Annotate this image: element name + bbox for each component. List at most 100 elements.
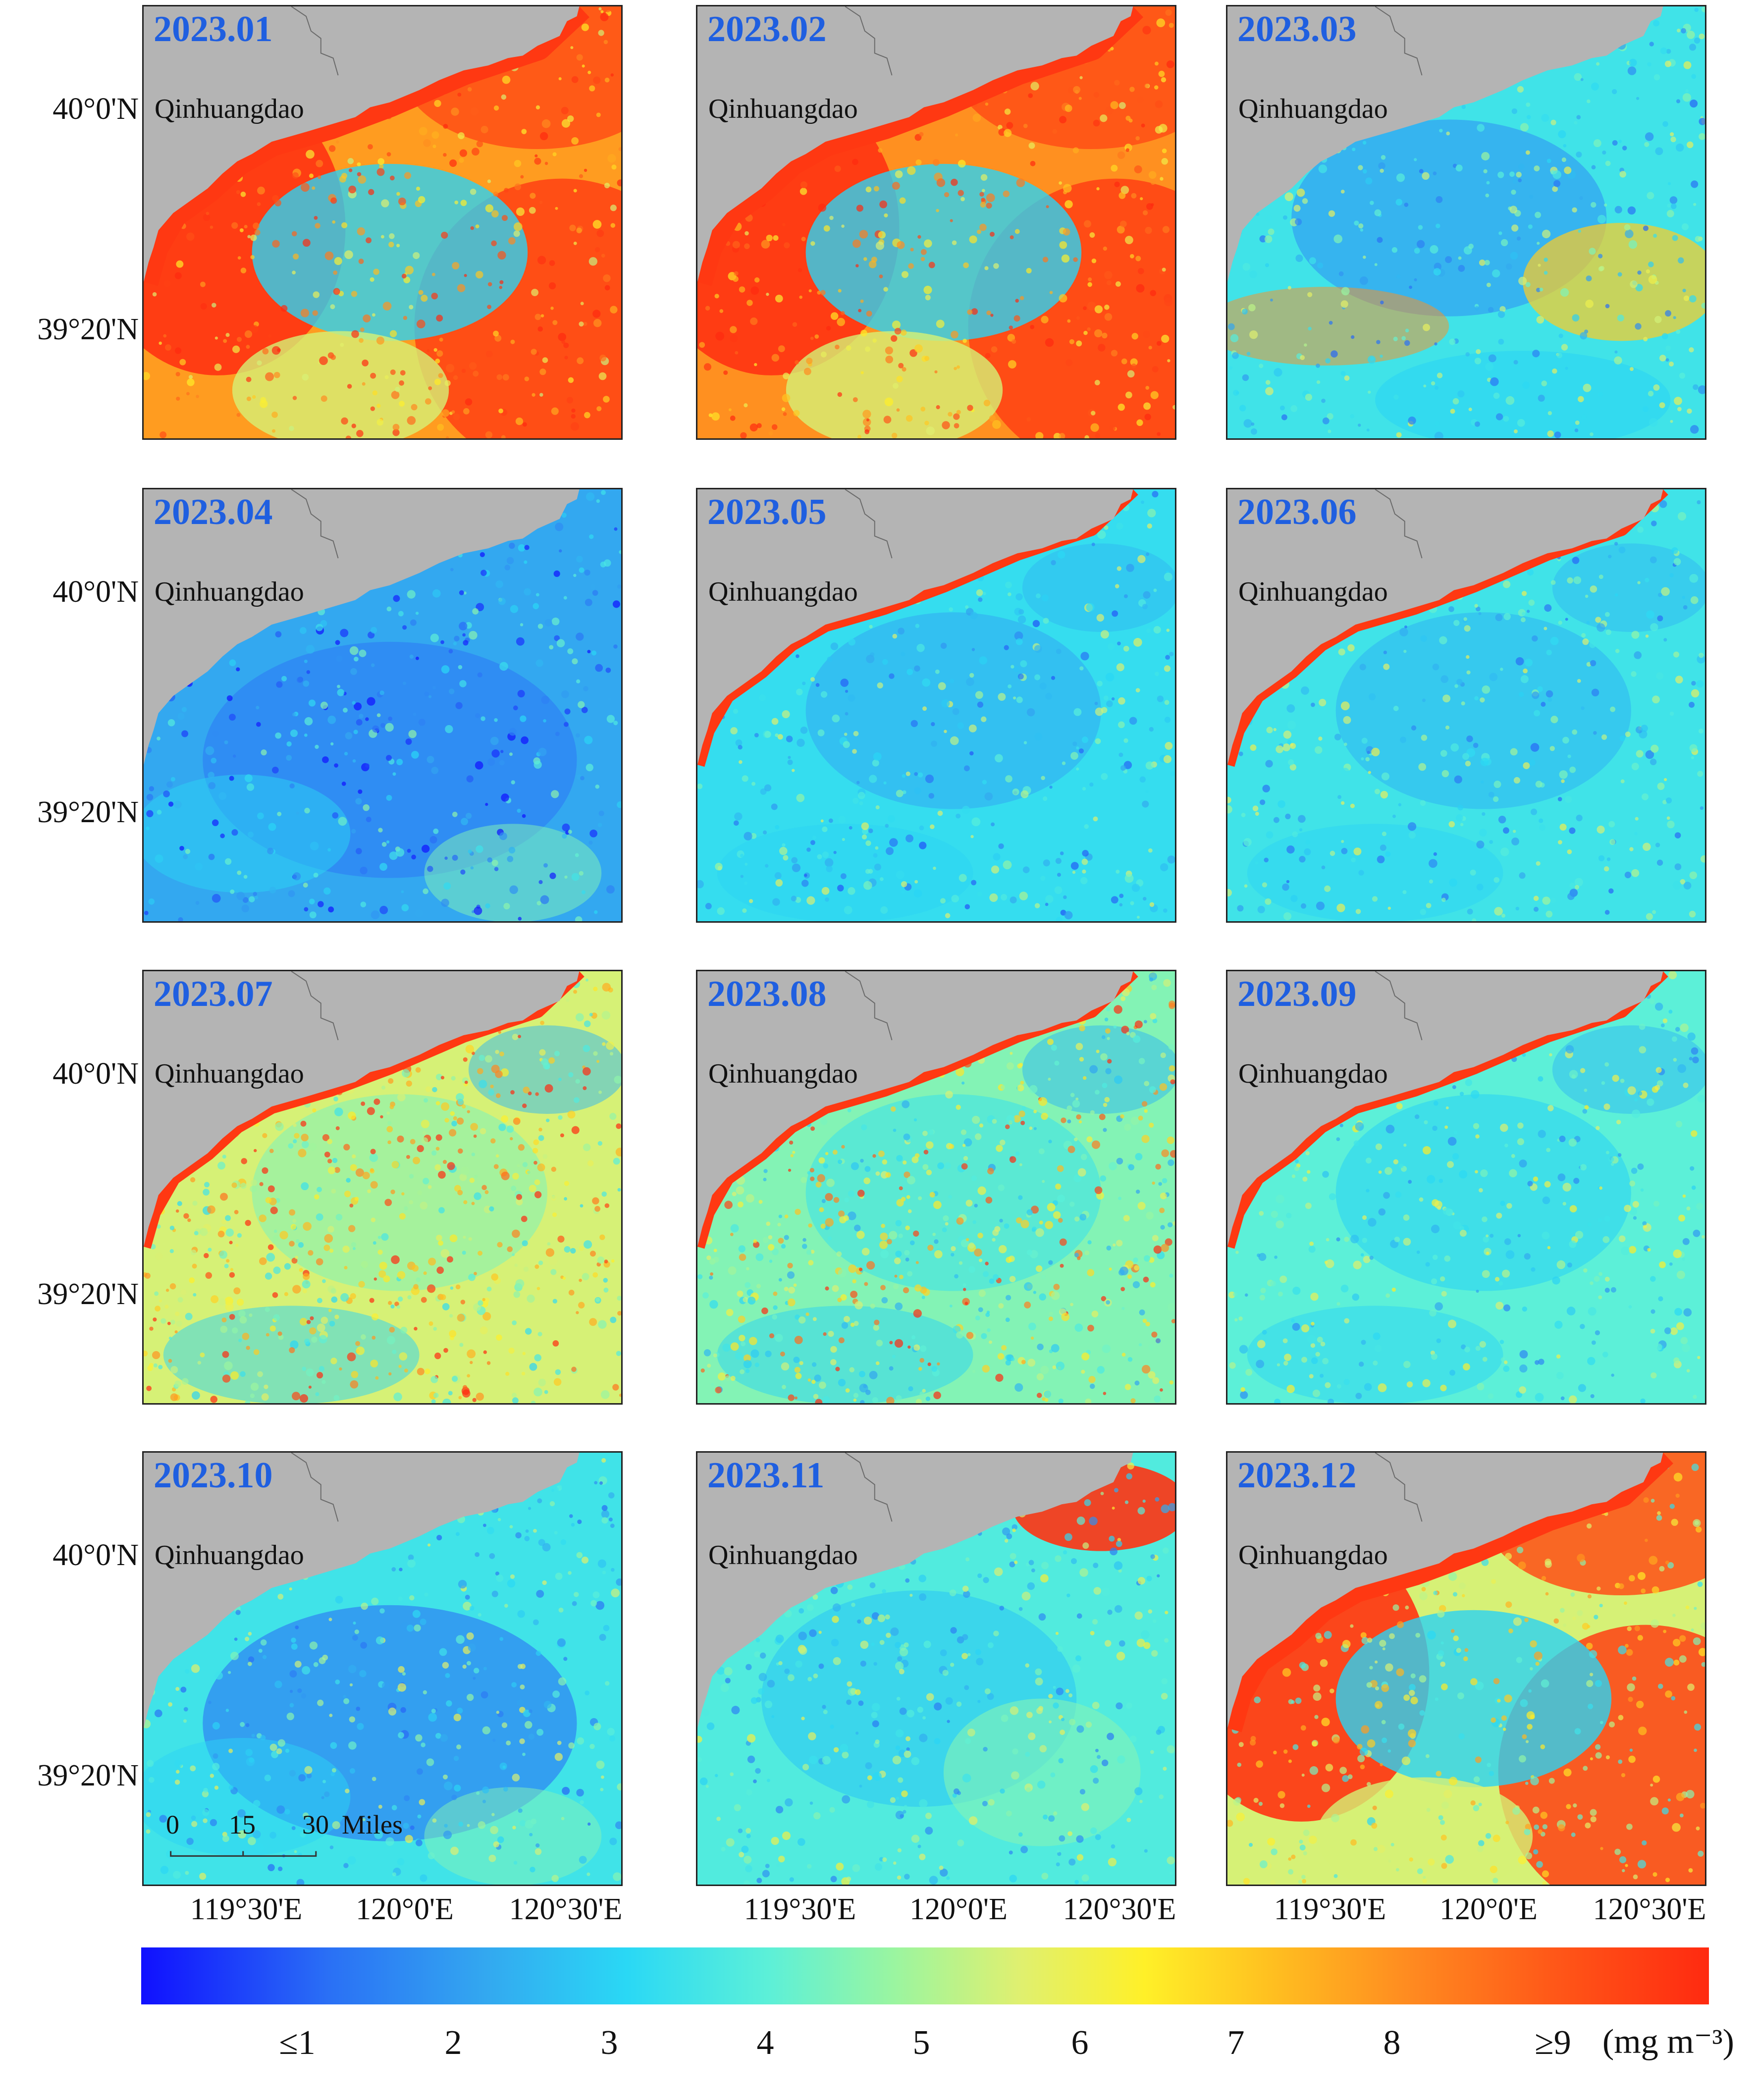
speckle [348, 185, 357, 194]
speckle [462, 1104, 466, 1109]
speckle [840, 1294, 847, 1301]
speckle [617, 584, 621, 589]
speckle [873, 1324, 880, 1331]
speckle [303, 1222, 312, 1231]
speckle [1114, 80, 1120, 86]
speckle [851, 1162, 859, 1170]
speckle [915, 1399, 922, 1403]
speckle [428, 1258, 436, 1266]
speckle [1057, 873, 1061, 877]
speckle [273, 371, 280, 378]
speckle [1605, 160, 1611, 166]
speckle [742, 908, 747, 913]
speckle [904, 1171, 910, 1178]
speckle [1109, 424, 1116, 431]
speckle [208, 1248, 212, 1252]
speckle [1439, 636, 1447, 644]
speckle [500, 750, 504, 753]
speckle [865, 869, 870, 874]
speckle [921, 1296, 925, 1300]
speckle [1536, 287, 1541, 292]
speckle [358, 789, 363, 794]
speckle [164, 344, 171, 351]
speckle [1628, 240, 1638, 249]
speckle [963, 1288, 966, 1291]
speckle [496, 1334, 502, 1341]
speckle [949, 607, 953, 612]
admin-border [845, 6, 893, 76]
speckle [344, 752, 348, 756]
speckle [1518, 163, 1525, 170]
speckle [1574, 73, 1582, 81]
speckle [561, 340, 566, 344]
speckle [874, 863, 881, 871]
speckle [1458, 264, 1465, 272]
speckle [584, 1240, 592, 1249]
speckle [1699, 117, 1705, 125]
speckle [509, 542, 515, 549]
speckle [1675, 676, 1683, 684]
speckle [319, 356, 328, 366]
speckle [1614, 356, 1622, 365]
speckle [1143, 896, 1147, 901]
speckle [1369, 693, 1376, 701]
speckle [1530, 743, 1540, 752]
speckle [355, 798, 362, 805]
speckle [796, 793, 805, 802]
speckle [426, 756, 434, 763]
speckle [225, 333, 230, 337]
speckle [1164, 297, 1173, 307]
speckle [1501, 913, 1506, 918]
speckle [1422, 698, 1426, 702]
speckle [1641, 725, 1648, 733]
speckle [1498, 1281, 1503, 1286]
speckle [800, 181, 807, 189]
speckle [854, 1301, 863, 1310]
speckle [1538, 394, 1545, 402]
speckle [844, 733, 848, 736]
speckle [1157, 695, 1164, 702]
speckle [995, 754, 1003, 763]
speckle [538, 880, 543, 885]
speckle [1040, 876, 1046, 881]
speckle [413, 1156, 421, 1164]
speckle [1295, 218, 1302, 226]
speckle [314, 1194, 319, 1200]
speckle [857, 1189, 865, 1197]
speckle [1308, 326, 1312, 331]
speckle [1572, 314, 1580, 322]
speckle [1091, 258, 1097, 263]
speckle [272, 1235, 279, 1241]
speckle [1039, 1293, 1047, 1301]
speckle [1265, 760, 1273, 768]
speckle [390, 1304, 395, 1309]
speckle [1164, 665, 1170, 672]
speckle [451, 1120, 457, 1127]
speckle [730, 727, 738, 735]
speckle [1160, 1225, 1165, 1230]
speckle [413, 1284, 419, 1290]
speckle [1340, 701, 1350, 711]
speckle [880, 906, 888, 914]
speckle [1649, 42, 1654, 47]
speckle [386, 606, 392, 612]
speckle [954, 1274, 958, 1279]
speckle [853, 1398, 857, 1402]
speckle [512, 1320, 517, 1325]
speckle [1088, 277, 1092, 282]
speckle [1030, 1336, 1034, 1340]
speckle [164, 1305, 169, 1309]
concentration-patch [1022, 543, 1175, 632]
speckle [512, 1172, 519, 1180]
speckle [448, 649, 453, 654]
speckle [1483, 1236, 1489, 1243]
speckle [1088, 1376, 1096, 1383]
speckle [748, 1337, 757, 1345]
speckle [884, 213, 888, 217]
admin-border [291, 6, 339, 76]
speckle [195, 901, 200, 905]
speckle [1011, 339, 1016, 344]
speckle [561, 690, 569, 698]
speckle [957, 365, 960, 369]
speckle [1057, 1165, 1064, 1172]
